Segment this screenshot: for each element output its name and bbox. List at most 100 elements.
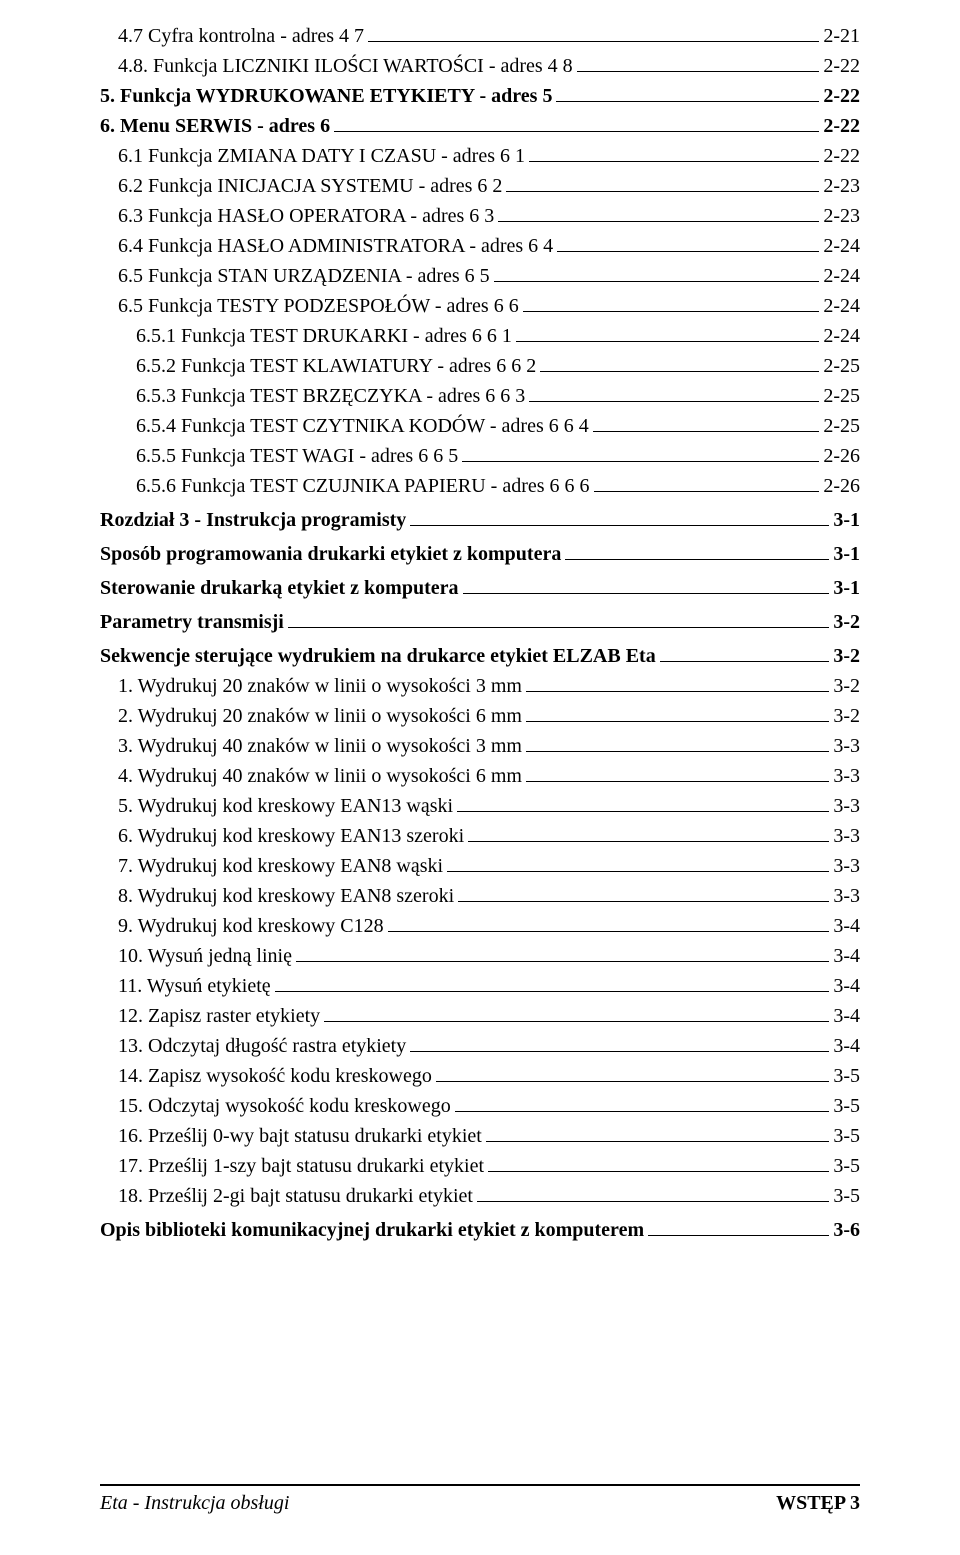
toc-label: 6.5.4 Funkcja TEST CZYTNIKA KODÓW - adre… (136, 412, 589, 440)
toc-label: 10. Wysuń jedną linię (118, 942, 292, 970)
toc-row: Sposób programowania drukarki etykiet z … (100, 540, 860, 568)
toc-page: 2-25 (823, 412, 860, 440)
toc-page: 2-22 (823, 142, 860, 170)
toc-leader (410, 525, 829, 526)
toc-page: 3-4 (833, 942, 860, 970)
document-page: 4.7 Cyfra kontrolna - adres 4 72-214.8. … (0, 0, 960, 1555)
toc-label: Rozdział 3 - Instrukcja programisty (100, 506, 406, 534)
toc-leader (594, 491, 820, 492)
toc-page: 2-23 (823, 172, 860, 200)
toc-label: 6.4 Funkcja HASŁO ADMINISTRATORA - adres… (118, 232, 553, 260)
toc-label: 4.8. Funkcja LICZNIKI ILOŚCI WARTOŚCI - … (118, 52, 573, 80)
toc-label: 6. Menu SERWIS - adres 6 (100, 112, 330, 140)
toc-leader (455, 1111, 830, 1112)
toc-page: 3-2 (833, 672, 860, 700)
toc-page: 3-3 (833, 762, 860, 790)
toc-leader (368, 41, 819, 42)
toc-leader (324, 1021, 829, 1022)
toc-leader (529, 161, 819, 162)
toc-leader (486, 1141, 830, 1142)
toc-row: 1. Wydrukuj 20 znaków w linii o wysokośc… (100, 672, 860, 700)
toc-leader (447, 871, 829, 872)
toc-page: 3-1 (833, 574, 860, 602)
toc-leader (540, 371, 819, 372)
toc-row: 6. Menu SERWIS - adres 6 2-22 (100, 112, 860, 140)
toc-label: 7. Wydrukuj kod kreskowy EAN8 wąski (118, 852, 443, 880)
toc-label: 6.3 Funkcja HASŁO OPERATORA - adres 6 3 (118, 202, 494, 230)
toc-row: 6.5.3 Funkcja TEST BRZĘCZYKA - adres 6 6… (100, 382, 860, 410)
toc-row: 6.3 Funkcja HASŁO OPERATORA - adres 6 32… (100, 202, 860, 230)
toc-page: 2-22 (823, 112, 860, 140)
toc-row: 6.5 Funkcja STAN URZĄDZENIA - adres 6 5 2… (100, 262, 860, 290)
toc-row: 10. Wysuń jedną linię 3-4 (100, 942, 860, 970)
toc-leader (523, 311, 820, 312)
toc-leader (593, 431, 820, 432)
toc-row: Opis biblioteki komunikacyjnej drukarki … (100, 1216, 860, 1244)
toc-row: 6.5.4 Funkcja TEST CZYTNIKA KODÓW - adre… (100, 412, 860, 440)
toc-leader (410, 1051, 829, 1052)
toc-label: 6. Wydrukuj kod kreskowy EAN13 szeroki (118, 822, 464, 850)
toc-label: 2. Wydrukuj 20 znaków w linii o wysokośc… (118, 702, 522, 730)
toc-row: Sekwencje sterujące wydrukiem na drukarc… (100, 642, 860, 670)
toc-leader (288, 627, 830, 628)
toc-label: 6.5.2 Funkcja TEST KLAWIATURY - adres 6 … (136, 352, 536, 380)
toc-leader (529, 401, 819, 402)
toc-page: 3-5 (833, 1062, 860, 1090)
toc-row: 6.1 Funkcja ZMIANA DATY I CZASU - adres … (100, 142, 860, 170)
toc-label: Sterowanie drukarką etykiet z komputera (100, 574, 459, 602)
toc-label: Sposób programowania drukarki etykiet z … (100, 540, 561, 568)
toc-leader (565, 559, 829, 560)
toc-leader (494, 281, 820, 282)
toc-label: 6.1 Funkcja ZMIANA DATY I CZASU - adres … (118, 142, 525, 170)
toc-page: 3-1 (833, 540, 860, 568)
toc-leader (296, 961, 829, 962)
toc-leader (462, 461, 819, 462)
toc-page: 2-24 (823, 232, 860, 260)
toc-label: 14. Zapisz wysokość kodu kreskowego (118, 1062, 432, 1090)
toc-leader (275, 991, 830, 992)
toc-label: 8. Wydrukuj kod kreskowy EAN8 szeroki (118, 882, 454, 910)
toc-label: 5. Funkcja WYDRUKOWANE ETYKIETY - adres … (100, 82, 552, 110)
toc-label: 6.5.5 Funkcja TEST WAGI - adres 6 6 5 (136, 442, 458, 470)
toc-row: 13. Odczytaj długość rastra etykiety3-4 (100, 1032, 860, 1060)
toc-leader (488, 1171, 829, 1172)
toc-page: 3-1 (833, 506, 860, 534)
toc-page: 2-25 (823, 382, 860, 410)
toc-row: 6. Wydrukuj kod kreskowy EAN13 szeroki3-… (100, 822, 860, 850)
toc-row: 17. Prześlij 1-szy bajt statusu drukarki… (100, 1152, 860, 1180)
footer-left: Eta - Instrukcja obsługi (100, 1492, 289, 1515)
toc-label: 6.2 Funkcja INICJACJA SYSTEMU - adres 6 … (118, 172, 502, 200)
toc-row: 6.5 Funkcja TESTY PODZESPOŁÓW - adres 6 … (100, 292, 860, 320)
toc-leader (506, 191, 819, 192)
toc-row: 2. Wydrukuj 20 znaków w linii o wysokośc… (100, 702, 860, 730)
toc-label: 4.7 Cyfra kontrolna - adres 4 7 (118, 22, 364, 50)
toc-label: 12. Zapisz raster etykiety (118, 1002, 320, 1030)
toc-row: 6.5.5 Funkcja TEST WAGI - adres 6 6 5 2-2… (100, 442, 860, 470)
toc-leader (458, 901, 829, 902)
table-of-contents: 4.7 Cyfra kontrolna - adres 4 72-214.8. … (100, 22, 860, 1244)
toc-label: 9. Wydrukuj kod kreskowy C128 (118, 912, 384, 940)
toc-row: Rozdział 3 - Instrukcja programisty 3-1 (100, 506, 860, 534)
toc-row: 15. Odczytaj wysokość kodu kreskowego3-5 (100, 1092, 860, 1120)
toc-leader (556, 101, 819, 102)
toc-row: 9. Wydrukuj kod kreskowy C1283-4 (100, 912, 860, 940)
toc-row: Sterowanie drukarką etykiet z komputera 3… (100, 574, 860, 602)
toc-label: 11. Wysuń etykietę (118, 972, 271, 1000)
toc-label: 5. Wydrukuj kod kreskowy EAN13 wąski (118, 792, 453, 820)
toc-row: 6.5.6 Funkcja TEST CZUJNIKA PAPIERU - ad… (100, 472, 860, 500)
toc-page: 2-25 (823, 352, 860, 380)
toc-page: 2-26 (823, 442, 860, 470)
toc-leader (477, 1201, 829, 1202)
toc-label: 13. Odczytaj długość rastra etykiety (118, 1032, 406, 1060)
toc-leader (557, 251, 819, 252)
toc-row: 7. Wydrukuj kod kreskowy EAN8 wąski 3-3 (100, 852, 860, 880)
toc-label: 18. Prześlij 2-gi bajt statusu drukarki … (118, 1182, 473, 1210)
toc-label: 6.5.6 Funkcja TEST CZUJNIKA PAPIERU - ad… (136, 472, 590, 500)
toc-page: 3-3 (833, 852, 860, 880)
toc-page: 3-2 (833, 642, 860, 670)
toc-label: 3. Wydrukuj 40 znaków w linii o wysokośc… (118, 732, 522, 760)
toc-row: Parametry transmisji3-2 (100, 608, 860, 636)
toc-page: 3-6 (833, 1216, 860, 1244)
toc-page: 2-24 (823, 262, 860, 290)
toc-label: 6.5 Funkcja STAN URZĄDZENIA - adres 6 5 (118, 262, 490, 290)
